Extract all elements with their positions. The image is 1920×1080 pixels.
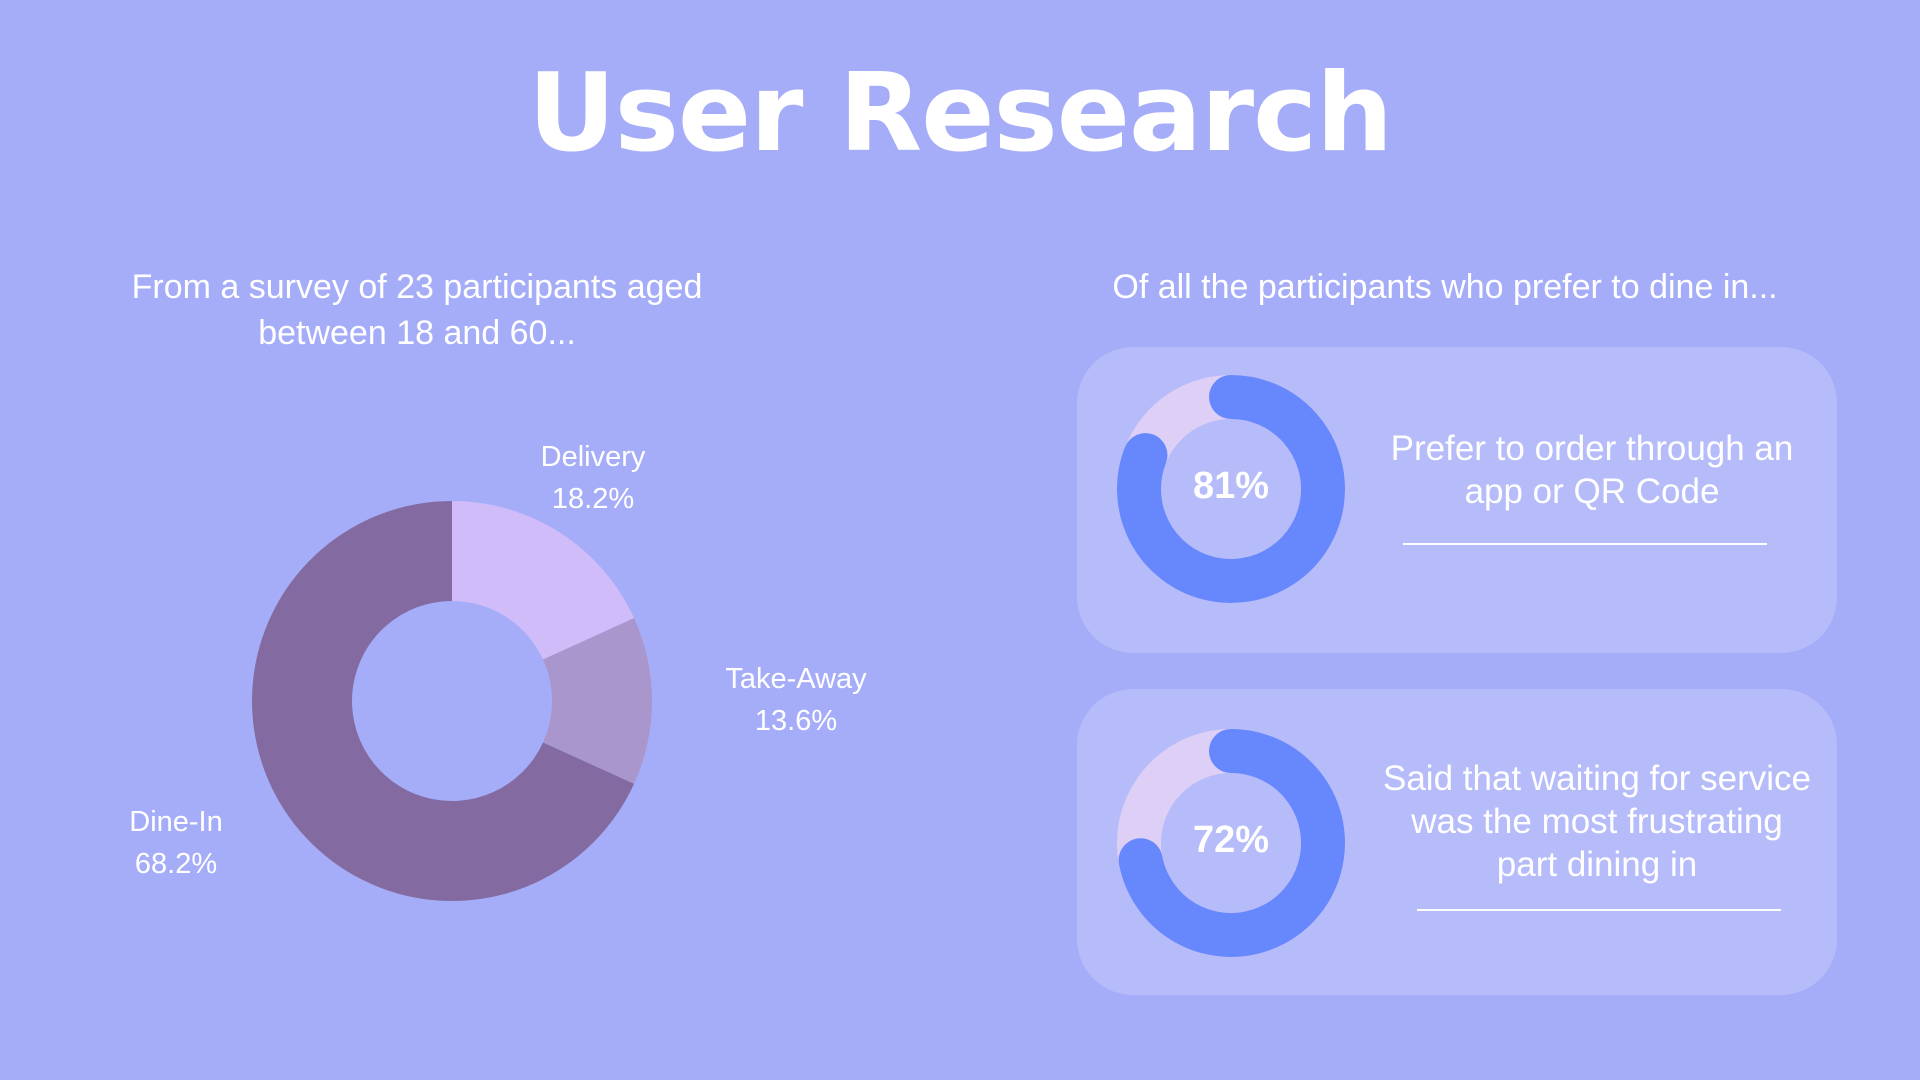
delivery-value-label: 18.2% <box>551 483 635 515</box>
dine-in-intro-text: Of all the participants who prefer to di… <box>1112 268 1778 306</box>
take-away-label: Take-Away 13.6% <box>686 658 906 742</box>
app-ordering-percent: 81% <box>1192 465 1270 507</box>
app-ordering-progress-ring <box>1117 375 1345 603</box>
delivery-category-label: Delivery <box>540 441 646 473</box>
donut-slice-dine-in <box>252 501 635 902</box>
stat-card-app-ordering: 81% Prefer to order through an app or QR… <box>1077 347 1837 653</box>
waiting-frustration-percent: 72% <box>1192 819 1270 861</box>
card-divider-line <box>1417 909 1781 911</box>
delivery-label: Delivery 18.2% <box>483 436 703 520</box>
take-away-value-label: 13.6% <box>754 705 838 737</box>
take-away-category-label: Take-Away <box>725 663 867 695</box>
dine-in-label: Dine-In 68.2% <box>66 801 286 885</box>
card-divider-line <box>1403 543 1767 545</box>
progress-ring-arc <box>1118 729 1345 957</box>
waiting-frustration-progress-ring <box>1117 729 1345 957</box>
dine-in-category-label: Dine-In <box>129 806 223 838</box>
waiting-frustration-caption: Said that waiting for service was the mo… <box>1383 759 1811 884</box>
page-title: User Research <box>527 51 1393 176</box>
survey-intro-text: From a survey of 23 participants aged be… <box>131 268 703 352</box>
donut-slice-delivery <box>452 501 635 660</box>
donut-slice-take-away <box>543 618 652 784</box>
progress-ring-arc <box>1117 375 1345 603</box>
stat-card-waiting-frustration: 72% Said that waiting for service was th… <box>1077 689 1837 995</box>
app-ordering-caption: Prefer to order through an app or QR Cod… <box>1390 429 1794 511</box>
dine-in-value-label: 68.2% <box>134 848 218 880</box>
